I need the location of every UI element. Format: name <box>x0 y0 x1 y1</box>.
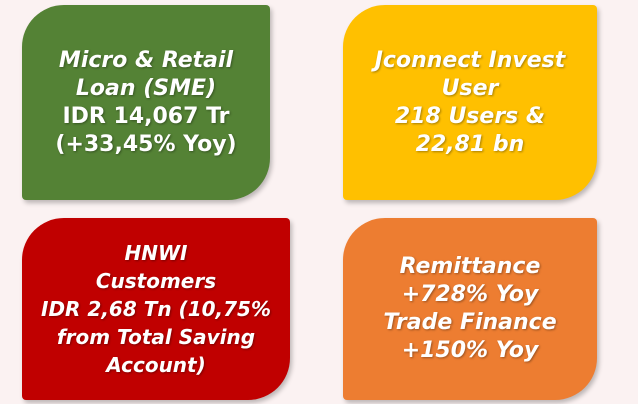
tile: HNWI Customers IDR 2,68 Tn (10,75% from Tot… <box>22 218 290 400</box>
tile-text: Loan (SME) <box>75 75 217 101</box>
tile-text: +150% Yoy <box>401 338 539 363</box>
tile: Micro & Retail Loan (SME) IDR 14,067 Tr (+3… <box>22 5 270 200</box>
tile-text: IDR 2,68 Tn (10,75% <box>41 297 271 321</box>
tile-text: (+33,45% Yoy) <box>55 131 237 157</box>
tile-text: User <box>441 75 499 101</box>
tile-text: 22,81 bn <box>415 131 525 157</box>
tile-text: from Total Saving <box>56 325 256 349</box>
tile-text: Account) <box>106 353 206 377</box>
tile-text: IDR 14,067 Tr <box>62 103 230 129</box>
tile-text: HNWI <box>124 241 188 265</box>
tile-text: Jconnect Invest <box>374 47 566 73</box>
tile-text: Remittance <box>399 254 541 279</box>
tile-text: Trade Finance <box>383 310 557 335</box>
tile-text: Customers <box>95 269 217 293</box>
tile-text: 218 Users & <box>394 103 546 129</box>
tile-text: +728% Yoy <box>401 282 539 307</box>
tile: Remittance +728% Yoy Trade Finance +150% Yo… <box>343 218 597 400</box>
tile: Jconnect Invest User 218 Users & 22,81 bn <box>343 5 597 200</box>
tile-text: Micro & Retail <box>58 47 234 73</box>
